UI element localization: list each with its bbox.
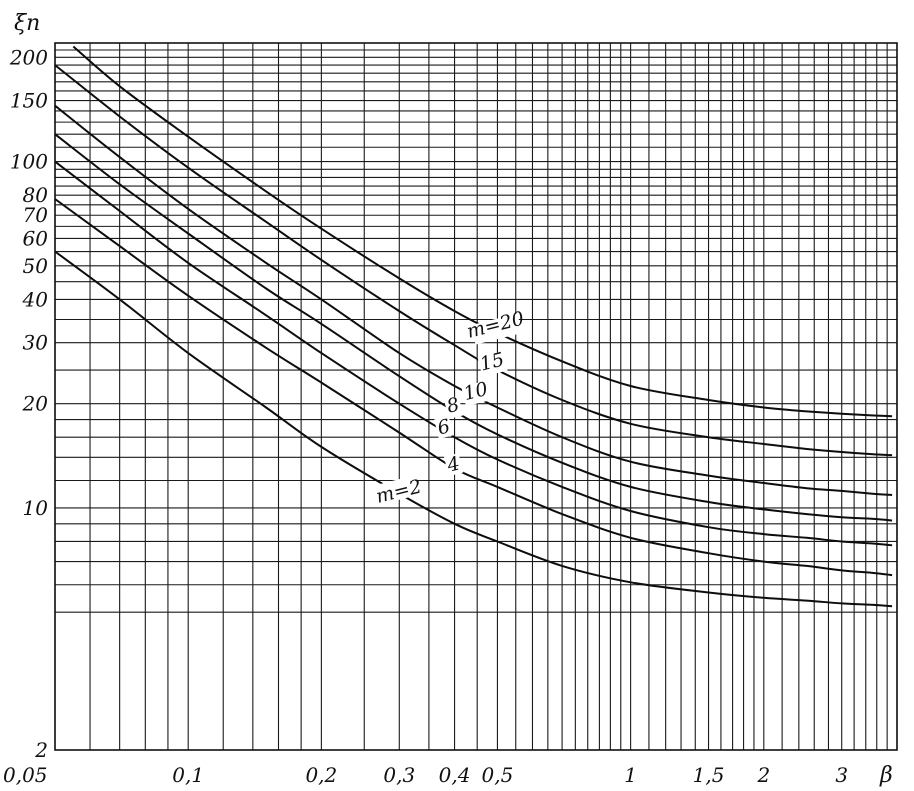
- grid: [54, 42, 898, 751]
- curve-label-bg: [434, 415, 454, 439]
- series-line-m2: [54, 250, 893, 608]
- y-tick-label: 100: [10, 150, 48, 174]
- series-curves: [54, 45, 893, 608]
- curve-label-bg: [461, 380, 492, 407]
- x-tick-label: 0,1: [172, 763, 204, 787]
- series-line-4: [54, 198, 893, 577]
- y-tick-label: 70: [23, 203, 49, 227]
- series-line-10: [54, 104, 893, 496]
- curve-label-bg: [443, 453, 464, 477]
- y-tick-label: 40: [22, 287, 49, 311]
- y-axis-title: ξn: [14, 11, 40, 36]
- x-tick-label: 0,5: [482, 763, 514, 787]
- series-line-8: [54, 133, 893, 522]
- curve-label: 6: [435, 415, 452, 439]
- curve-label: 4: [444, 452, 462, 477]
- x-axis-title: β: [879, 763, 893, 788]
- x-tick-labels: 0,05 0,1 0,2 0,3 0,4 0,5 1 1,5 2 3: [3, 763, 848, 787]
- y-tick-label: 30: [23, 331, 49, 355]
- series-line-m20: [72, 45, 893, 418]
- x-tick-label: 3: [835, 763, 848, 787]
- y-tick-label: 20: [22, 392, 49, 416]
- y-tick-label: 150: [10, 89, 48, 113]
- x-tick-label: 0,3: [383, 763, 415, 787]
- y-tick-label: 10: [23, 496, 49, 520]
- curve-label: 8: [445, 393, 462, 417]
- y-tick-label: 80: [23, 183, 49, 207]
- y-tick-label: 50: [23, 254, 49, 278]
- x-tick-label: 0,2: [305, 763, 337, 787]
- curve-label-bg: [470, 313, 523, 345]
- curve-label-bg: [377, 475, 419, 504]
- y-tick-label: 2: [34, 738, 48, 762]
- x-tick-label: 1,5: [693, 763, 725, 787]
- y-tick-label: 200: [9, 45, 48, 69]
- x-tick-label: 1: [624, 763, 637, 787]
- curve-label-bg: [443, 395, 464, 420]
- y-tick-label: 60: [23, 226, 49, 250]
- x-tick-label: 0,4: [439, 763, 471, 787]
- series-line-6: [54, 160, 893, 547]
- plot-frame: [54, 42, 898, 751]
- x-tick-label: 0,05: [3, 763, 48, 787]
- x-tick-label: 2: [756, 763, 770, 787]
- curve-label-bg: [477, 351, 508, 377]
